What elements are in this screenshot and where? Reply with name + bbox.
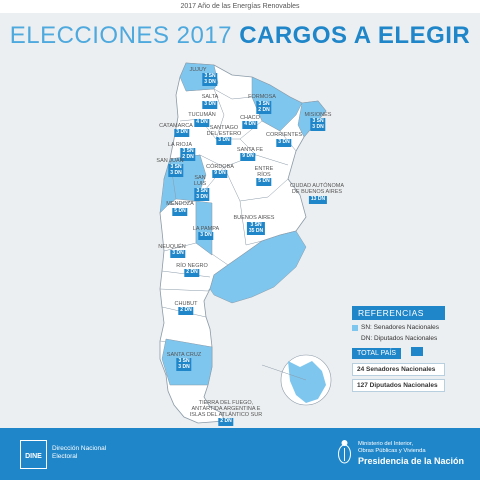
argentina-map: JUJUY 3 SN 3 DN SALTA 3 DN FORMOSA 3 SN … — [0, 55, 480, 435]
badge-tucuman: 4 DN — [194, 119, 210, 127]
label-jujuy: JUJUY — [189, 67, 207, 73]
presidencia-label: Presidencia de la Nación — [358, 456, 465, 466]
badge-chaco: 4 DN — [242, 121, 258, 129]
antarctica-shape — [288, 361, 326, 403]
badge-formosa: 3 SN 2 DN — [256, 101, 272, 114]
province-formosa — [251, 76, 303, 132]
label-santa-cruz: SANTA CRUZ — [166, 352, 202, 358]
label-san-juan: SAN JUAN — [156, 158, 184, 164]
ministry-line-1: Ministerio del Interior, — [358, 441, 414, 447]
title-light: ELECCIONES 2017 — [9, 22, 233, 49]
banner-text: 2017 Año de las Energías Renovables — [180, 3, 300, 10]
badge-santa-cruz: 3 SN 3 DN — [176, 358, 192, 371]
province-buenos-aires — [209, 230, 307, 304]
badge-la-pampa: 3 DN — [198, 232, 214, 240]
label-corrientes: CORRIENTES — [265, 132, 303, 138]
label-tucuman: TUCUMÁN — [188, 112, 216, 118]
label-chaco: CHACO — [240, 115, 260, 121]
badge-corrientes: 3 DN — [276, 139, 292, 147]
national-seal-icon — [338, 440, 351, 464]
dine-logo: DINE — [20, 440, 47, 469]
badge-buenos-aires: 3 SN 35 DN — [246, 222, 266, 235]
badge-tierra-del-fuego: 2 DN — [218, 418, 234, 426]
label-tierra-del-fuego: TIERRA DEL FUEGO, ANTÁRTIDA ARGENTINA E … — [189, 400, 263, 418]
badge-misiones: 3 SN 3 DN — [310, 118, 326, 131]
dine-name: Dirección Nacional Electoral — [52, 445, 106, 461]
badge-la-rioja: 3 SN 2 DN — [180, 148, 196, 161]
label-rio-negro: RÍO NEGRO — [176, 263, 208, 269]
ministry-name: Ministerio del Interior, Obras Públicas … — [358, 441, 426, 455]
legend-dn-label: DN: Diputados Nacionales — [361, 335, 438, 342]
label-caba: CIUDAD AUTÓNOMA DE BUENOS AIRES — [289, 183, 345, 195]
label-la-pampa: LA PAMPA — [192, 226, 220, 232]
badge-jujuy: 3 SN 3 DN — [202, 73, 218, 86]
province-san-luis — [195, 200, 213, 256]
total-senators: 24 Senadores Nacionales — [352, 363, 445, 376]
top-banner: 2017 Año de las Energías Renovables — [0, 0, 480, 13]
legend-title: REFERENCIAS — [352, 306, 445, 320]
total-title: TOTAL PAÍS — [352, 348, 402, 359]
badge-san-luis: 3 SN 3 DN — [194, 188, 210, 201]
badge-chubut: 2 DN — [178, 307, 194, 315]
label-catamarca: CATAMARCA — [159, 123, 193, 129]
badge-rio-negro: 2 DN — [184, 269, 200, 277]
dine-line-1: Dirección Nacional — [52, 445, 107, 452]
title-bold: CARGOS A ELEGIR — [239, 22, 471, 49]
footer: DINE Dirección Nacional Electoral Minist… — [0, 428, 480, 480]
label-formosa: FORMOSA — [248, 94, 276, 100]
label-la-rioja: LA RIOJA — [167, 142, 193, 148]
sector-line — [261, 364, 307, 381]
badge-entre-rios: 5 DN — [256, 178, 272, 186]
total-deputies: 127 Diputados Nacionales — [352, 379, 445, 392]
label-santa-fe: SANTA FE — [236, 147, 264, 153]
label-cordoba: CÓRDOBA — [206, 164, 234, 170]
badge-catamarca: 3 DN — [174, 129, 190, 137]
label-misiones: MISIONES — [304, 112, 332, 118]
legend-blank-swatch — [352, 336, 358, 342]
legend-sn-label: SN: Senadores Nacionales — [361, 324, 440, 331]
legend-row-dn: DN: Diputados Nacionales — [352, 335, 445, 342]
legend: REFERENCIAS SN: Senadores Nacionales DN:… — [352, 306, 445, 392]
page-title: ELECCIONES 2017 CARGOS A ELEGIR — [0, 22, 480, 50]
label-san-luis: SAN LUIS — [193, 175, 207, 187]
label-chubut: CHUBUT — [174, 301, 198, 307]
dine-line-2: Electoral — [52, 453, 78, 460]
label-neuquen: NEUQUÉN — [158, 244, 186, 250]
badge-neuquen: 3 DN — [170, 250, 186, 258]
label-santiago-del-estero: SANTIAGO DEL ESTERO — [206, 125, 242, 137]
label-entre-rios: ENTRE RÍOS — [254, 166, 274, 178]
badge-caba: 13 DN — [308, 196, 328, 204]
map-svg — [159, 62, 332, 424]
label-mendoza: MENDOZA — [166, 201, 194, 207]
legend-row-sn: SN: Senadores Nacionales — [352, 324, 445, 331]
badge-salta: 3 DN — [202, 101, 218, 109]
badge-santa-fe: 9 DN — [240, 153, 256, 161]
label-salta: SALTA — [201, 94, 219, 100]
ballot-box-icon — [411, 347, 424, 356]
badge-cordoba: 9 DN — [212, 170, 228, 178]
label-buenos-aires: BUENOS AIRES — [233, 215, 275, 221]
legend-swatch-icon — [352, 324, 358, 331]
badge-mendoza: 5 DN — [172, 208, 188, 216]
badge-san-juan: 3 SN 3 DN — [168, 164, 184, 177]
ministry-line-2: Obras Públicas y Vivienda — [358, 448, 426, 454]
badge-santiago-del-estero: 3 DN — [216, 137, 232, 145]
